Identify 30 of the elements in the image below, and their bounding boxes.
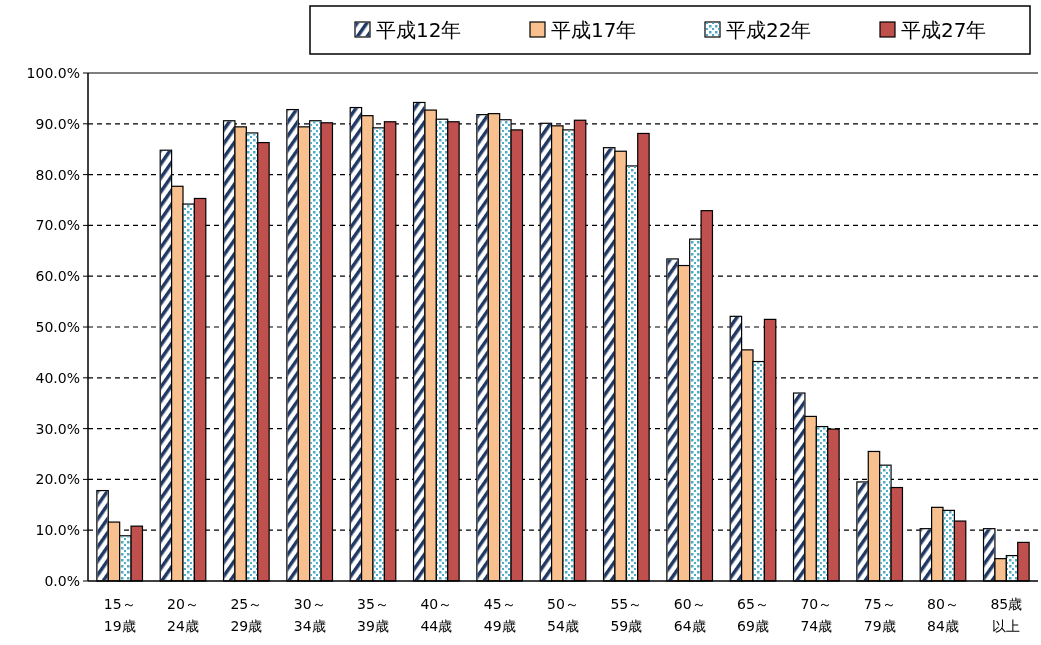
x-tick-label: 15～19歳 — [103, 596, 136, 634]
x-tick-label: 75～79歳 — [863, 596, 896, 634]
x-tick-label: 25～29歳 — [230, 596, 263, 634]
x-tick-label: 55～59歳 — [610, 596, 643, 634]
y-tick-label: 40.0% — [35, 369, 80, 386]
x-tick-label: 40～44歳 — [420, 596, 453, 634]
x-tick-label: 65～69歳 — [737, 596, 769, 634]
y-tick-label: 80.0% — [35, 166, 80, 183]
legend-label: 平成17年 — [551, 18, 637, 42]
x-tick-label: 30～34歳 — [293, 596, 326, 634]
x-tick-label: 60～64歳 — [673, 596, 706, 634]
y-tick-label: 70.0% — [35, 217, 80, 234]
y-tick-label: 100.0% — [26, 65, 80, 81]
y-tick-label: 0.0% — [44, 573, 80, 589]
y-tick-label: 50.0% — [35, 319, 80, 335]
legend-label: 平成22年 — [726, 18, 812, 42]
y-tick-label: 60.0% — [35, 268, 80, 285]
x-tick-label: 70～74歳 — [800, 596, 833, 634]
x-tick-label: 35～39歳 — [357, 596, 389, 634]
x-tick-label: 85歳以上 — [990, 596, 1023, 634]
x-tick-label: 20～24歳 — [167, 596, 199, 634]
x-tick-label: 45～49歳 — [483, 596, 516, 634]
y-tick-label: 90.0% — [35, 115, 80, 132]
legend-label: 平成27年 — [901, 18, 987, 42]
y-tick-label: 20.0% — [35, 471, 80, 488]
y-tick-label: 30.0% — [35, 420, 80, 437]
legend-label: 平成12年 — [376, 18, 462, 42]
x-tick-label: 50～54歳 — [547, 596, 579, 634]
x-tick-label: 80～84歳 — [927, 596, 959, 634]
y-tick-label: 10.0% — [35, 522, 80, 539]
